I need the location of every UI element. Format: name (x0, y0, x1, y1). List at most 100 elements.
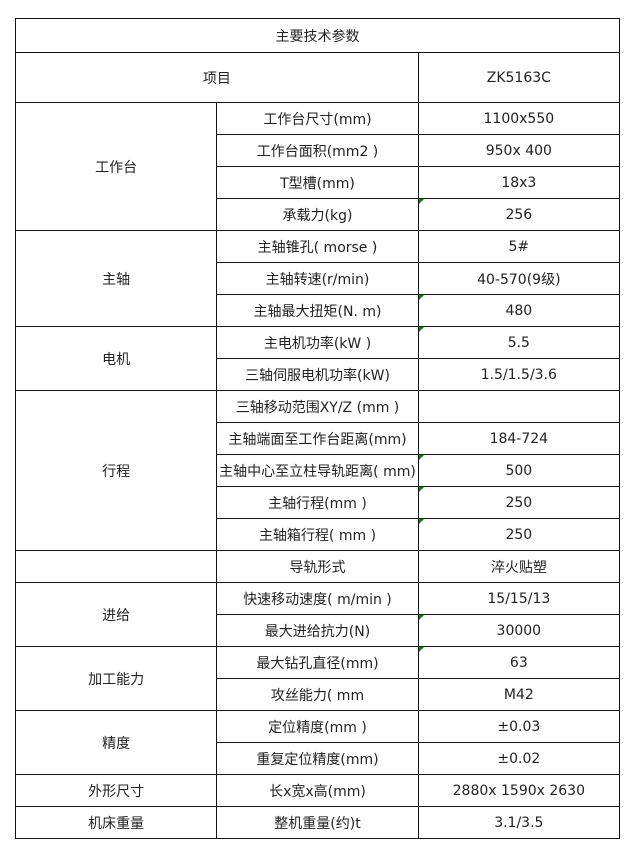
value-text: 500 (505, 462, 533, 479)
value-text: 18x3 (501, 174, 537, 191)
value-text: 5.5 (507, 334, 530, 351)
value-cell (417, 390, 621, 423)
value-cell: 30000 (417, 614, 621, 647)
value-text: ±0.03 (497, 718, 541, 735)
group-label: 精度 (14, 710, 218, 775)
table-row: 导轨形式 淬火贴塑 (14, 550, 621, 583)
value-cell: 250 (417, 518, 621, 551)
item-cell: 定位精度(mm ) (216, 710, 419, 743)
item-cell: 主轴箱行程( mm ) (216, 518, 419, 551)
item-cell: 长x宽x高(mm) (216, 774, 419, 807)
value-text: 5# (508, 238, 530, 255)
value-cell: ±0.03 (417, 710, 621, 743)
group-label: 工作台 (14, 102, 218, 231)
group-label (14, 550, 218, 583)
item-cell: 最大钻孔直径(mm) (216, 646, 419, 679)
item-cell: 主轴转速(r/min) (216, 262, 419, 295)
item-cell: 重复定位精度(mm) (216, 742, 419, 775)
value-cell: 2880x 1590x 2630 (417, 774, 621, 807)
value-cell: 1100x550 (417, 102, 621, 135)
group-label: 电机 (14, 326, 218, 391)
item-cell: 快速移动速度( m/min ) (216, 582, 419, 615)
value-cell: 1.5/1.5/3.6 (417, 358, 621, 391)
item-cell: 整机重量(约)t (216, 806, 419, 839)
table-row: 主轴中心至立柱导轨距离( mm) 500 (16, 454, 621, 487)
group-label: 主轴 (14, 230, 218, 327)
item-cell: 主电机功率(kW ) (216, 326, 419, 359)
value-text: 2880x 1590x 2630 (452, 782, 585, 799)
value-cell: 184-724 (417, 422, 621, 455)
value-cell: 950x 400 (417, 134, 621, 167)
value-cell: 256 (417, 198, 621, 231)
table-row: 进给 快速移动速度( m/min ) 15/15/13 (14, 582, 621, 647)
group-label: 加工能力 (14, 646, 218, 711)
item-cell: 主轴中心至立柱导轨距离( mm) (216, 454, 419, 487)
item-cell: 工作台面积(mm2 ) (216, 134, 419, 167)
value-text: 30000 (496, 622, 542, 639)
table-row: 三轴伺服电机功率(kW) 1.5/1.5/3.6 (16, 358, 621, 391)
item-cell: 主轴最大扭矩(N. m) (216, 294, 419, 327)
value-text: ±0.02 (497, 750, 541, 767)
value-cell: 5# (417, 230, 621, 263)
item-cell: 主轴锥孔( morse ) (216, 230, 419, 263)
value-text: 250 (505, 494, 533, 511)
table-row: 行程 三轴移动范围XY/Z (mm ) (14, 390, 621, 551)
value-text: 950x 400 (485, 142, 552, 159)
table-row: 重复定位精度(mm) ±0.02 (16, 742, 621, 775)
table-row: 加工能力 最大钻孔直径(mm) 63 (14, 646, 621, 711)
value-text: 淬火贴塑 (490, 559, 547, 576)
value-text: 250 (505, 526, 533, 543)
table-row: 外形尺寸 长x宽x高(mm) 2880x 1590x 2630 (14, 774, 621, 807)
header-item: 项目 (15, 52, 419, 103)
value-cell: 淬火贴塑 (417, 550, 621, 583)
table-row: 承载力(kg) 256 (16, 198, 621, 231)
error-indicator-icon (418, 647, 424, 652)
table-title: 主要技术参数 (15, 18, 620, 53)
table-row: 主轴端面至工作台距离(mm) 184-724 (16, 422, 621, 455)
group-label: 外形尺寸 (14, 774, 218, 807)
error-indicator-icon (418, 519, 424, 524)
table-row: 机床重量 整机重量(约)t 3.1/3.5 (14, 806, 621, 839)
table-row: 精度 定位精度(mm ) ±0.03 (14, 710, 621, 775)
table-row: 工作台 工作台尺寸(mm) 1100x550 (14, 102, 621, 231)
item-cell: 承载力(kg) (216, 198, 419, 231)
value-cell: 3.1/3.5 (417, 806, 621, 839)
table-row: 电机 主电机功率(kW ) 5.5 (14, 326, 621, 391)
item-cell: 三轴移动范围XY/Z (mm ) (216, 390, 419, 423)
value-cell: 15/15/13 (417, 582, 621, 615)
item-cell: 攻丝能力( mm (216, 678, 419, 711)
value-text: 3.1/3.5 (494, 814, 544, 831)
value-cell: ±0.02 (417, 742, 621, 775)
table-row: 主轴最大扭矩(N. m) 480 (16, 294, 621, 327)
value-text: 40-570(9级) (477, 271, 561, 288)
value-cell: 18x3 (417, 166, 621, 199)
value-text: 480 (505, 302, 533, 319)
value-cell: 480 (417, 294, 621, 327)
group-label: 机床重量 (14, 806, 218, 839)
error-indicator-icon (418, 455, 424, 460)
table-row: T型槽(mm) 18x3 (16, 166, 621, 199)
group-label: 进给 (14, 582, 218, 647)
value-text: M42 (503, 686, 534, 703)
error-indicator-icon (418, 295, 424, 300)
error-indicator-icon (418, 615, 424, 620)
value-text: 184-724 (489, 430, 549, 447)
value-cell: M42 (417, 678, 621, 711)
table-row: 工作台面积(mm2 ) 950x 400 (16, 134, 621, 167)
value-cell: 5.5 (417, 326, 621, 359)
table-row: 主轴箱行程( mm ) 250 (16, 518, 621, 551)
item-cell: 工作台尺寸(mm) (216, 102, 419, 135)
item-cell: 导轨形式 (216, 550, 419, 583)
title-row: 主要技术参数 (15, 18, 620, 53)
item-cell: 最大进给抗力(N) (216, 614, 419, 647)
table-row: 主轴转速(r/min) 40-570(9级) (16, 262, 621, 295)
table-row: 主轴 主轴锥孔( morse ) 5# (14, 230, 621, 327)
value-text: 63 (509, 654, 528, 671)
header-model: ZK5163C (417, 52, 621, 103)
value-text: 1100x550 (483, 110, 555, 127)
value-cell: 40-570(9级) (417, 262, 621, 295)
value-text: 256 (505, 206, 533, 223)
item-cell: 三轴伺服电机功率(kW) (216, 358, 419, 391)
value-text: 15/15/13 (487, 590, 551, 607)
value-cell: 500 (417, 454, 621, 487)
